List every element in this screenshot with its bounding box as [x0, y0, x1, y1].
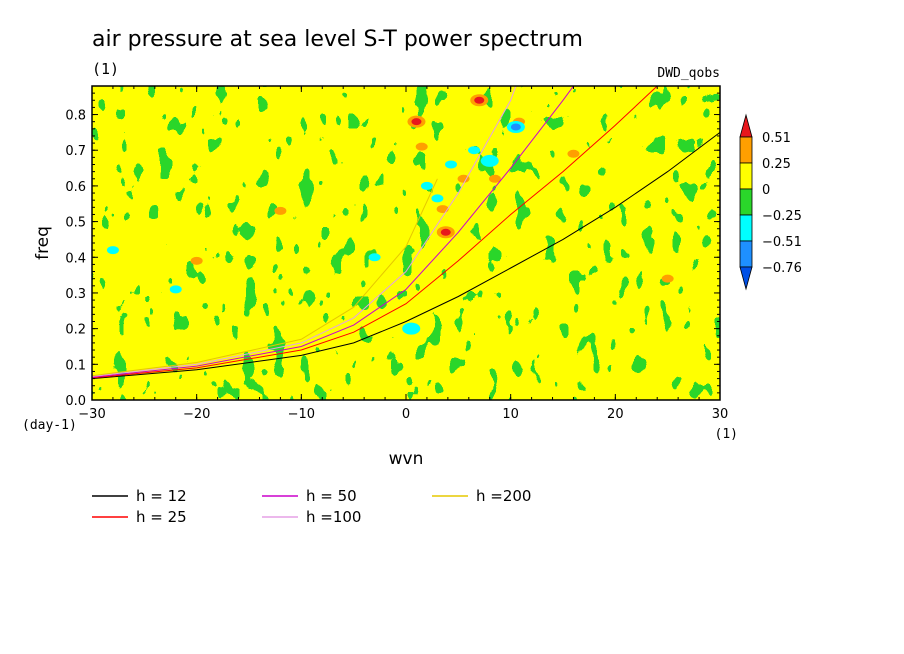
hotspot-17	[106, 246, 119, 255]
hotspot-core-1	[474, 96, 485, 104]
colorbar-label: −0.51	[762, 235, 802, 250]
colorbar-segment	[739, 240, 753, 268]
dispersion-curve-3	[92, 86, 517, 377]
x-axis: −30 −20 −10 0 10 20 30	[78, 86, 728, 422]
colorbar-top-arrow	[739, 113, 753, 138]
hotspot-19	[567, 149, 580, 158]
dispersion-curve-2	[92, 86, 574, 378]
colorbar-segment	[739, 136, 753, 164]
x-axis-title: wvn	[389, 449, 424, 469]
legend-label: h =100	[306, 508, 361, 526]
colorbar-label: 0	[762, 183, 770, 198]
legend-label: h = 25	[136, 508, 187, 526]
hotspot-core-12	[484, 157, 495, 165]
dispersion-curve-1	[92, 86, 658, 379]
source-label: DWD_qobs	[657, 66, 720, 81]
legend-label: h = 50	[306, 487, 357, 505]
colorbar-label: 0.51	[762, 131, 791, 146]
x-tick-label: 20	[607, 407, 624, 422]
hotspot-3	[436, 205, 449, 214]
colorbar-segment	[739, 162, 753, 190]
hotspot-layer	[106, 94, 674, 335]
colorbar-segment	[739, 188, 753, 216]
legend-label: h = 12	[136, 487, 187, 505]
x-tick-label: −20	[183, 407, 210, 422]
hotspot-16	[169, 285, 182, 294]
chart-subtitle: (1)	[92, 60, 119, 78]
y-tick-label: 0.3	[65, 287, 86, 302]
hotspot-18	[274, 206, 287, 215]
y-tick-label: 0.1	[65, 358, 86, 373]
y-axis: 0.0 0.1 0.2 0.3 0.4 0.5 0.6 0.7 0.8	[65, 92, 720, 409]
colorbar-label: 0.25	[762, 157, 791, 172]
hotspot-21	[368, 253, 381, 262]
hotspot-10	[445, 160, 458, 169]
colorbar-label: −0.76	[762, 261, 802, 276]
y-tick-label: 0.7	[65, 144, 86, 159]
hotspot-9	[420, 181, 433, 190]
x-tick-label: 10	[502, 407, 519, 422]
colorbar-bottom-arrow	[739, 266, 753, 291]
legend-label: h =200	[476, 487, 531, 505]
x-tick-label: −30	[78, 407, 105, 422]
heatmap-texture	[92, 86, 720, 400]
y-tick-label: 0.0	[65, 394, 86, 409]
hotspot-4	[457, 174, 470, 183]
y-tick-label: 0.6	[65, 180, 86, 195]
y-axis-title: freq	[33, 226, 53, 260]
hotspot-6	[488, 174, 501, 183]
x-tick-label: −10	[288, 407, 315, 422]
plot-area	[92, 86, 720, 400]
x-tick-label: 0	[402, 407, 410, 422]
curve-layer	[92, 86, 720, 380]
x-tick-label: 30	[712, 407, 729, 422]
dispersion-curve-0	[92, 131, 720, 380]
hotspot-20	[661, 274, 674, 283]
y-axis-unit: (day-1)	[22, 418, 77, 433]
hotspot-15	[190, 256, 203, 265]
y-tick-label: 0.2	[65, 323, 86, 338]
hotspot-core-13	[510, 123, 521, 131]
hotspot-8	[431, 194, 444, 203]
chart-title: air pressure at sea level S-T power spec…	[92, 27, 583, 52]
hotspot-11	[468, 146, 481, 155]
colorbar-label: −0.25	[762, 209, 802, 224]
x-axis-unit: (1)	[715, 427, 738, 442]
y-tick-label: 0.5	[65, 216, 86, 231]
hotspot-core-14	[406, 325, 417, 333]
y-tick-label: 0.8	[65, 109, 86, 124]
colorbar-segment	[739, 214, 753, 242]
y-tick-label: 0.4	[65, 251, 86, 266]
legend: h = 12 h = 25 h = 50 h =100 h =200	[92, 487, 531, 526]
hotspot-core-0	[440, 228, 451, 236]
colorbar: 0.51 0.25 0 −0.25 −0.51 −0.76	[739, 113, 802, 291]
dispersion-curve-4	[92, 178, 438, 377]
hotspot-core-2	[411, 118, 422, 126]
hotspot-5	[415, 142, 428, 151]
